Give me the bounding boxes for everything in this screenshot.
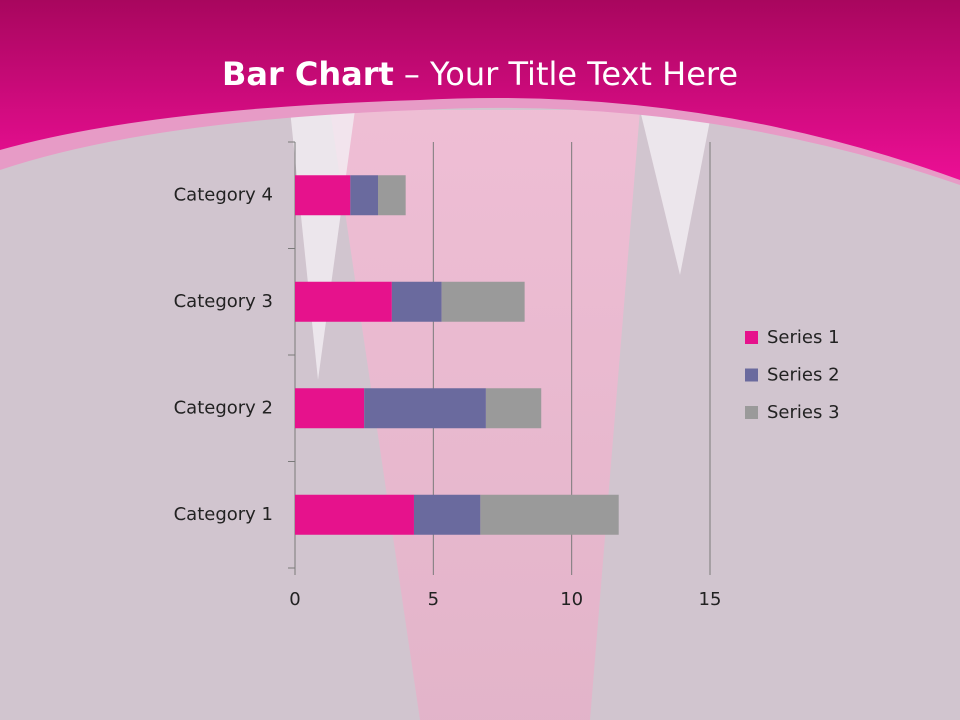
x-tick-label: 0 [289, 589, 300, 610]
bar-segment [364, 388, 486, 429]
bar-segment [480, 494, 619, 535]
bar-segment [295, 281, 392, 322]
light-cone [640, 110, 712, 275]
legend-swatch [745, 406, 758, 419]
plot: 0 5 10 15 Category 1 Category 2 Category 3 Cate… [174, 141, 840, 610]
legend-swatch [745, 368, 758, 382]
x-tick-label: 10 [560, 589, 583, 610]
x-tick-label: 5 [428, 589, 439, 610]
title-bold: Bar Chart [222, 55, 394, 93]
y-tick-label: Category 4 [174, 184, 273, 205]
y-tick-label: Category 1 [174, 504, 273, 525]
bar-segment [391, 281, 442, 322]
bar-segment [485, 388, 542, 429]
legend-label: Series 3 [767, 402, 840, 423]
bar-segment [441, 281, 525, 322]
bar-segment [413, 494, 481, 535]
header-band [0, 0, 960, 180]
y-tick-label: Category 3 [174, 291, 273, 312]
title-rest: – Your Title Text Here [404, 55, 738, 93]
bar-segment [378, 175, 406, 216]
bar-segment [350, 175, 378, 216]
slide-title: Bar Chart – Your Title Text Here [222, 55, 738, 93]
legend-label: Series 1 [767, 327, 840, 348]
bar-segment [295, 494, 414, 535]
bar-segment [295, 388, 365, 429]
legend-label: Series 2 [767, 365, 840, 386]
legend-swatch [745, 331, 758, 344]
bar-segment [295, 175, 351, 216]
x-tick-label: 15 [699, 589, 722, 610]
y-tick-label: Category 2 [174, 397, 273, 418]
